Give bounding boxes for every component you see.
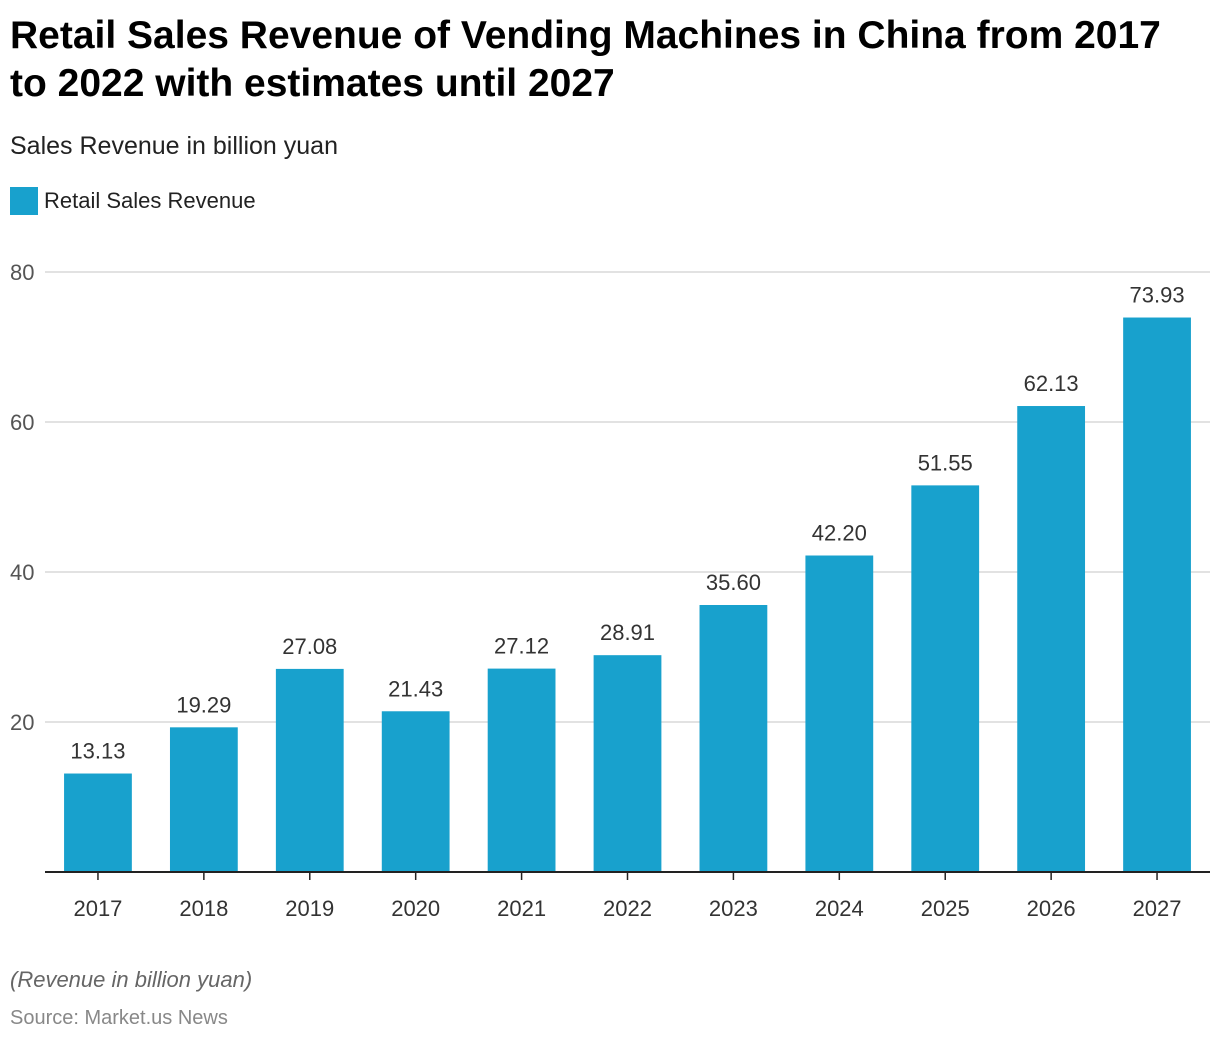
- x-tick-label: 2023: [709, 896, 758, 921]
- data-label: 21.43: [388, 676, 443, 701]
- chart-title: Retail Sales Revenue of Vending Machines…: [10, 14, 1161, 105]
- data-label: 62.13: [1024, 371, 1079, 396]
- bar-2027: [1123, 317, 1191, 872]
- data-label: 51.55: [918, 450, 973, 475]
- x-tick-label: 2022: [603, 896, 652, 921]
- chart-subtitle: Sales Revenue in billion yuan: [10, 132, 338, 160]
- bar-2026: [1017, 406, 1086, 872]
- y-tick-label: 80: [10, 260, 34, 285]
- bar-2024: [805, 555, 874, 872]
- x-tick-label: 2025: [921, 896, 970, 921]
- x-tick-label: 2017: [73, 896, 122, 921]
- bar-2020: [381, 711, 450, 872]
- x-tick-label: 2024: [815, 896, 864, 921]
- chart-footnote: (Revenue in billion yuan): [10, 967, 253, 992]
- y-tick-label: 60: [10, 410, 34, 435]
- data-label: 13.13: [70, 739, 125, 764]
- data-label: 19.29: [176, 692, 231, 717]
- bar-2022: [593, 655, 662, 872]
- x-tick-label: 2020: [391, 896, 440, 921]
- data-label: 35.60: [706, 570, 761, 595]
- data-label: 27.12: [494, 634, 549, 659]
- x-tick-label: 2026: [1027, 896, 1076, 921]
- x-tick-label: 2021: [497, 896, 546, 921]
- x-tick-label: 2027: [1133, 896, 1182, 921]
- x-tick-label: 2019: [285, 896, 334, 921]
- chart-legend: Retail Sales Revenue: [10, 186, 256, 216]
- data-label: 27.08: [282, 634, 337, 659]
- bar-2021: [487, 668, 556, 872]
- y-tick-label: 20: [10, 710, 34, 735]
- bar-2019: [275, 668, 344, 872]
- y-tick-label: 40: [10, 560, 34, 585]
- data-label: 42.20: [812, 521, 867, 546]
- legend-swatch: [10, 187, 38, 215]
- data-label: 73.93: [1130, 283, 1185, 308]
- bar-2018: [169, 727, 238, 872]
- bar-2017: [64, 773, 132, 872]
- bar-chart: 20 40 60 80 13.13 2017 19.29 2018 27.08 2019 21.43…: [10, 260, 1210, 921]
- chart-source: Source: Market.us News: [10, 1007, 228, 1029]
- x-tick-label: 2018: [179, 896, 228, 921]
- bar-2025: [911, 485, 980, 872]
- data-label: 28.91: [600, 620, 655, 645]
- bar-2023: [699, 605, 768, 872]
- legend-label: Retail Sales Revenue: [44, 188, 256, 213]
